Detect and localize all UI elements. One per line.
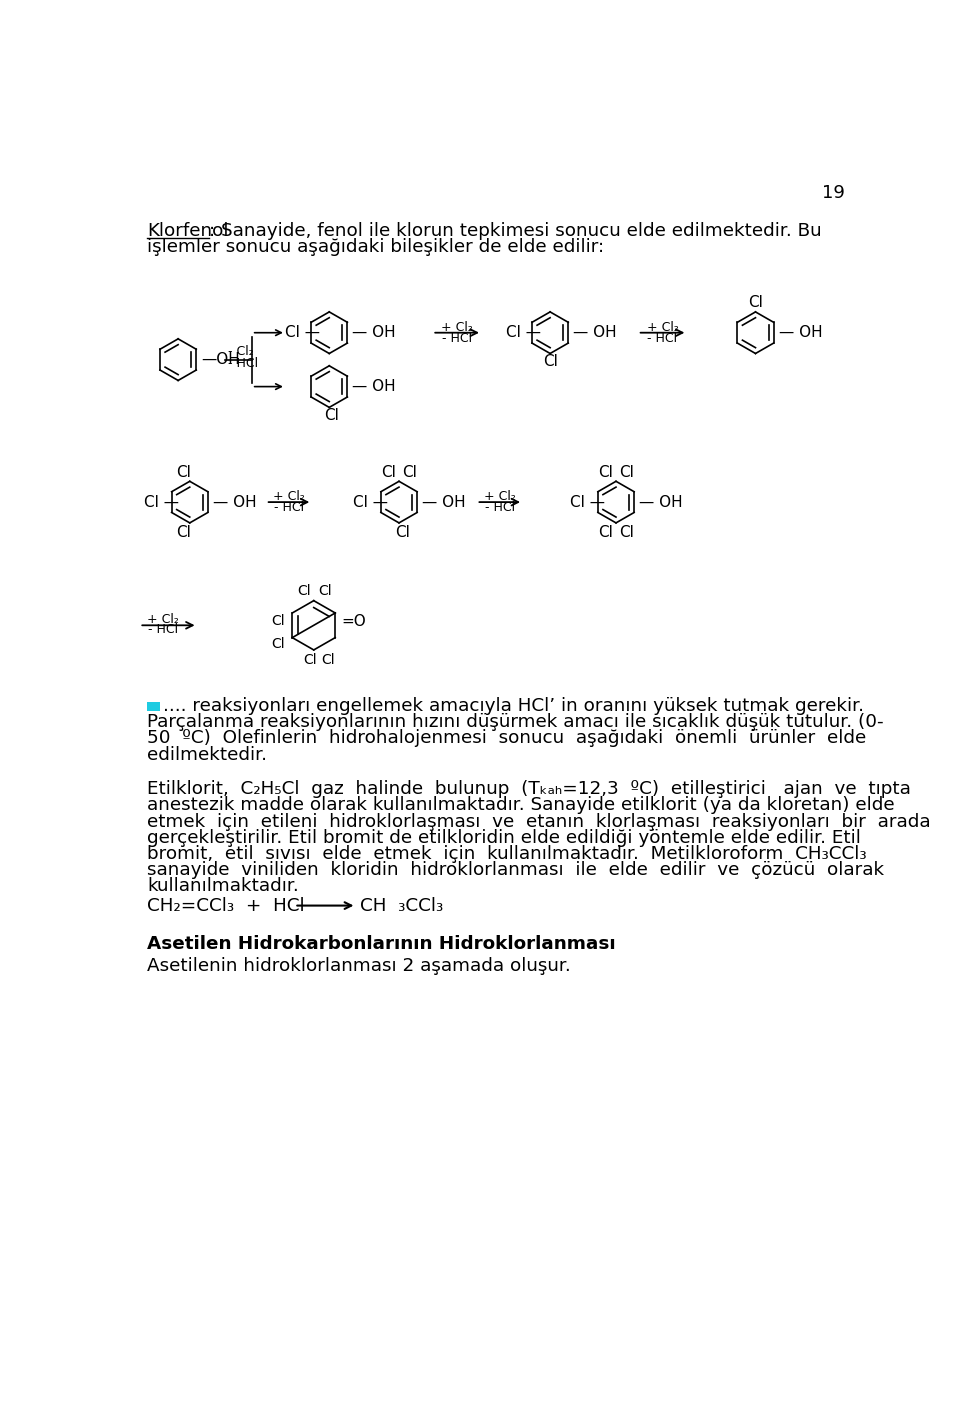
Text: etmek  için  etileni  hidroklorlaşması  ve  etanın  klorlaşması  reaksiyonları  : etmek için etileni hidroklorlaşması ve e…: [147, 812, 931, 831]
Text: : Sanayide, fenol ile klorun tepkimesi sonucu elde edilmektedir. Bu: : Sanayide, fenol ile klorun tepkimesi s…: [209, 222, 822, 239]
Text: Klorfenol: Klorfenol: [147, 222, 228, 239]
Text: Etilklorit,  C₂H₅Cl  gaz  halinde  bulunup  (Tₖₐₕ=12,3  ºC)  etilleştirici   aja: Etilklorit, C₂H₅Cl gaz halinde bulunup (…: [147, 781, 911, 798]
Text: — OH: — OH: [352, 325, 396, 341]
Text: + Cl₂: + Cl₂: [147, 613, 179, 626]
Text: CH  ₃CCl₃: CH ₃CCl₃: [360, 896, 444, 915]
Text: Cl: Cl: [402, 465, 418, 480]
Text: — OH: — OH: [422, 494, 466, 510]
Text: Cl: Cl: [298, 584, 311, 597]
Text: - HCl: - HCl: [442, 332, 472, 345]
Text: — OH: — OH: [573, 325, 617, 341]
Text: Cl: Cl: [321, 653, 334, 667]
Text: 19: 19: [822, 184, 845, 201]
Text: Cl: Cl: [324, 409, 339, 423]
Text: Cl: Cl: [381, 465, 396, 480]
Text: .... reaksiyonları engellemek amacıyla HCl’ in oranını yüksek tutmak gerekir.: .... reaksiyonları engellemek amacıyla H…: [162, 697, 864, 715]
Text: Cl —: Cl —: [144, 494, 179, 510]
Text: Cl: Cl: [319, 584, 332, 597]
Text: — OH: — OH: [779, 325, 823, 341]
Text: Asetilenin hidroklorlanması 2 aşamada oluşur.: Asetilenin hidroklorlanması 2 aşamada ol…: [147, 958, 571, 975]
Text: Cl —: Cl —: [285, 325, 320, 341]
Text: Cl: Cl: [176, 524, 191, 540]
Text: işlemler sonucu aşağıdaki bileşikler de elde edilir:: işlemler sonucu aşağıdaki bileşikler de …: [147, 238, 604, 256]
Text: kullanılmaktadır.: kullanılmaktadır.: [147, 878, 299, 895]
Text: Cl: Cl: [598, 524, 612, 540]
Text: Cl —: Cl —: [506, 325, 540, 341]
Text: - HCl: - HCl: [647, 332, 678, 345]
Text: sanayide  viniliden  kloridin  hidroklorlanması  ile  elde  edilir  ve  çözücü  : sanayide viniliden kloridin hidroklorlan…: [147, 861, 884, 879]
Text: - HCl: - HCl: [485, 502, 515, 514]
Text: Cl: Cl: [748, 295, 763, 311]
Text: CH₂=CCl₃  +  HCl: CH₂=CCl₃ + HCl: [147, 896, 304, 915]
Text: Cl: Cl: [272, 637, 285, 651]
Text: - Cl₂: - Cl₂: [228, 345, 254, 359]
Text: — OH: — OH: [639, 494, 683, 510]
Text: + Cl₂: + Cl₂: [647, 321, 679, 333]
Text: Cl: Cl: [272, 614, 285, 628]
Text: Cl: Cl: [303, 653, 317, 667]
Text: — OH: — OH: [352, 379, 396, 395]
FancyBboxPatch shape: [147, 701, 159, 711]
Text: + Cl₂: + Cl₂: [273, 490, 305, 503]
Text: —OH: —OH: [202, 352, 240, 368]
Text: - HCl: - HCl: [274, 502, 304, 514]
Text: anestezik madde olarak kullanılmaktadır. Sanayide etilklorit (ya da kloretan) el: anestezik madde olarak kullanılmaktadır.…: [147, 797, 895, 815]
Text: 50  ºC)  Olefinlerin  hidrohalojenmesi  sonucu  aşağıdaki  önemli  ürünler  elde: 50 ºC) Olefinlerin hidrohalojenmesi sonu…: [147, 730, 866, 748]
Text: — OH: — OH: [213, 494, 256, 510]
Text: Asetilen Hidrokarbonlarının Hidroklorlanması: Asetilen Hidrokarbonlarının Hidroklorlan…: [147, 935, 615, 953]
Text: - HCl: - HCl: [148, 623, 178, 637]
Text: Cl: Cl: [396, 524, 410, 540]
Text: Cl: Cl: [619, 524, 635, 540]
Text: Parçalanma reaksiyonlarının hızını düşürmek amacı ile sıcaklık düşük tutulur. (0: Parçalanma reaksiyonlarının hızını düşür…: [147, 714, 884, 731]
Text: gerçekleştirilir. Etil bromit de etilkloridin elde edildiği yöntemle elde edilir: gerçekleştirilir. Etil bromit de etilklo…: [147, 829, 861, 846]
Text: Cl: Cl: [542, 355, 558, 369]
Text: Cl: Cl: [176, 465, 191, 480]
Text: - HCl: - HCl: [228, 358, 258, 370]
Text: Cl: Cl: [619, 465, 635, 480]
Text: Cl —: Cl —: [570, 494, 605, 510]
Text: Cl: Cl: [598, 465, 612, 480]
Text: edilmektedir.: edilmektedir.: [147, 745, 267, 764]
Text: =O: =O: [342, 614, 367, 628]
Text: + Cl₂: + Cl₂: [442, 321, 473, 333]
Text: + Cl₂: + Cl₂: [484, 490, 516, 503]
Text: bromit,  etil  sıvısı  elde  etmek  için  kullanılmaktadır.  Metilkloroform  CH₃: bromit, etil sıvısı elde etmek için kull…: [147, 845, 867, 864]
Text: Cl —: Cl —: [353, 494, 388, 510]
